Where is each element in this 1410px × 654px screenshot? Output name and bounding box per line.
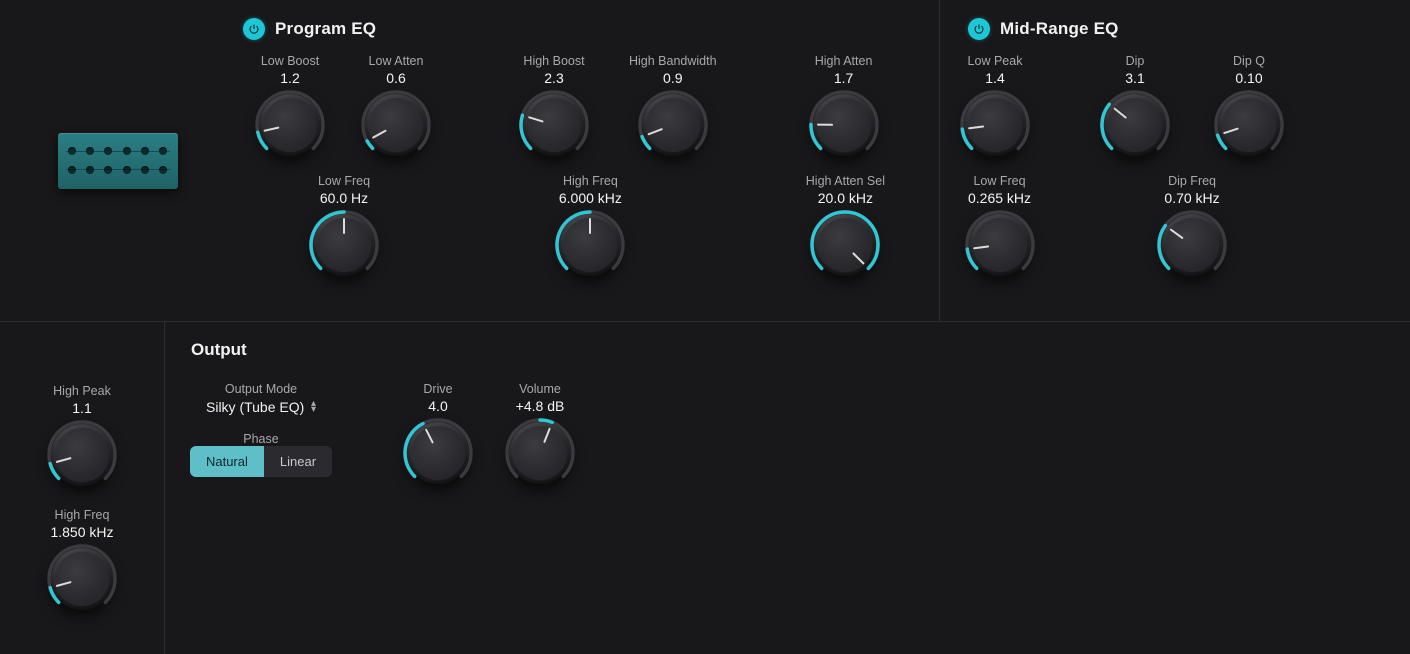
knob-high-freq: High Freq 6.000 kHz bbox=[559, 174, 622, 276]
midrange-eq-section: Mid-Range EQ Low Peak 1.4 Dip 3.1 Dip Q 0.1… bbox=[940, 0, 1410, 321]
knob-bl-high-freq: High Freq 1.850 kHz bbox=[50, 508, 113, 610]
output-title: Output bbox=[191, 340, 1410, 360]
knob-dial[interactable] bbox=[1161, 214, 1223, 276]
midrange-eq-title: Mid-Range EQ bbox=[1000, 19, 1119, 39]
knob-low-boost: Low Boost 1.2 bbox=[259, 54, 321, 156]
knob-value: 1.4 bbox=[985, 70, 1004, 86]
knob-label: Low Atten bbox=[369, 54, 424, 68]
top-row: Program EQ Low Boost 1.2 Low Atten 0.6 Hig… bbox=[0, 0, 1410, 322]
knob-dip-freq: Dip Freq 0.70 kHz bbox=[1161, 174, 1223, 276]
knob-dial[interactable] bbox=[814, 214, 876, 276]
knob-label: Low Freq bbox=[318, 174, 370, 188]
knob-label: High Peak bbox=[53, 384, 111, 398]
knob-value: 1.7 bbox=[834, 70, 853, 86]
knob-label: High Atten bbox=[815, 54, 873, 68]
output-mode-label: Output Mode bbox=[225, 382, 297, 396]
knob-low-atten: Low Atten 0.6 bbox=[365, 54, 427, 156]
knob-dial[interactable] bbox=[509, 422, 571, 484]
knob-high-boost: High Boost 2.3 bbox=[523, 54, 585, 156]
knob-label: High Atten Sel bbox=[806, 174, 885, 188]
knob-low-peak: Low Peak 1.4 bbox=[964, 54, 1026, 156]
program-eq-section: Program EQ Low Boost 1.2 Low Atten 0.6 Hig… bbox=[235, 0, 940, 321]
knob-value: 6.000 kHz bbox=[559, 190, 622, 206]
knob-value: 0.265 kHz bbox=[968, 190, 1031, 206]
knob-label: Drive bbox=[423, 382, 452, 396]
knob-volume: Volume +4.8 dB bbox=[509, 382, 571, 484]
knob-value: 4.0 bbox=[428, 398, 447, 414]
knob-mid-low-freq: Low Freq 0.265 kHz bbox=[968, 174, 1031, 276]
knob-value: +4.8 dB bbox=[516, 398, 565, 414]
knob-dial[interactable] bbox=[642, 94, 704, 156]
knob-dial[interactable] bbox=[259, 94, 321, 156]
knob-label: Volume bbox=[519, 382, 561, 396]
knob-label: Dip bbox=[1126, 54, 1145, 68]
midrange-overflow-column: High Peak 1.1 High Freq 1.850 kHz bbox=[0, 322, 165, 654]
knob-value: 1.1 bbox=[72, 400, 91, 416]
knob-dial[interactable] bbox=[313, 214, 375, 276]
phase-label: Phase bbox=[243, 432, 278, 446]
knob-value: 3.1 bbox=[1125, 70, 1144, 86]
dropdown-chevron-icon: ▴▾ bbox=[311, 401, 316, 413]
hardware-unit-icon bbox=[58, 133, 178, 189]
hardware-thumbnail bbox=[0, 0, 235, 321]
program-eq-title: Program EQ bbox=[275, 19, 376, 39]
output-mode-select[interactable]: Silky (Tube EQ) ▴▾ bbox=[206, 396, 316, 418]
knob-value: 0.70 kHz bbox=[1164, 190, 1219, 206]
knob-value: 1.850 kHz bbox=[50, 524, 113, 540]
knob-dial[interactable] bbox=[964, 94, 1026, 156]
knob-dial[interactable] bbox=[365, 94, 427, 156]
knob-label: High Freq bbox=[563, 174, 618, 188]
knob-label: Low Boost bbox=[261, 54, 319, 68]
knob-label: Low Freq bbox=[973, 174, 1025, 188]
knob-low-freq: Low Freq 60.0 Hz bbox=[313, 174, 375, 276]
bottom-row: High Peak 1.1 High Freq 1.850 kHz Output O… bbox=[0, 322, 1410, 654]
knob-dial[interactable] bbox=[1218, 94, 1280, 156]
knob-value: 0.9 bbox=[663, 70, 682, 86]
eq-panel: Program EQ Low Boost 1.2 Low Atten 0.6 Hig… bbox=[0, 0, 1410, 654]
knob-dial[interactable] bbox=[51, 424, 113, 486]
knob-dial[interactable] bbox=[969, 214, 1031, 276]
knob-high-peak: High Peak 1.1 bbox=[51, 384, 113, 486]
phase-option-natural[interactable]: Natural bbox=[190, 446, 264, 477]
knob-value: 0.6 bbox=[386, 70, 405, 86]
knob-value: 0.10 bbox=[1235, 70, 1262, 86]
knob-value: 2.3 bbox=[544, 70, 563, 86]
knob-dial[interactable] bbox=[407, 422, 469, 484]
knob-dip-q: Dip Q 0.10 bbox=[1218, 54, 1280, 156]
knob-value: 20.0 kHz bbox=[818, 190, 873, 206]
knob-label: High Boost bbox=[523, 54, 584, 68]
knob-high-atten: High Atten 1.7 bbox=[813, 54, 875, 156]
knob-value: 1.2 bbox=[280, 70, 299, 86]
knob-value: 60.0 Hz bbox=[320, 190, 368, 206]
knob-dial[interactable] bbox=[559, 214, 621, 276]
knob-dial[interactable] bbox=[51, 548, 113, 610]
output-section: Output Output Mode Silky (Tube EQ) ▴▾ Ph… bbox=[165, 322, 1410, 654]
phase-option-linear[interactable]: Linear bbox=[264, 446, 332, 477]
knob-dip: Dip 3.1 bbox=[1104, 54, 1166, 156]
knob-dial[interactable] bbox=[1104, 94, 1166, 156]
phase-segmented-control: Natural Linear bbox=[190, 446, 332, 477]
knob-drive: Drive 4.0 bbox=[407, 382, 469, 484]
output-mode-value: Silky (Tube EQ) bbox=[206, 398, 304, 416]
knob-label: Dip Freq bbox=[1168, 174, 1216, 188]
knob-label: High Bandwidth bbox=[629, 54, 717, 68]
knob-label: Low Peak bbox=[968, 54, 1023, 68]
knob-high-bandwidth: High Bandwidth 0.9 bbox=[629, 54, 717, 156]
program-eq-power-button[interactable] bbox=[243, 18, 265, 40]
midrange-eq-power-button[interactable] bbox=[968, 18, 990, 40]
knob-label: High Freq bbox=[55, 508, 110, 522]
knob-label: Dip Q bbox=[1233, 54, 1265, 68]
knob-high-atten-sel: High Atten Sel 20.0 kHz bbox=[806, 174, 885, 276]
knob-dial[interactable] bbox=[813, 94, 875, 156]
knob-dial[interactable] bbox=[523, 94, 585, 156]
